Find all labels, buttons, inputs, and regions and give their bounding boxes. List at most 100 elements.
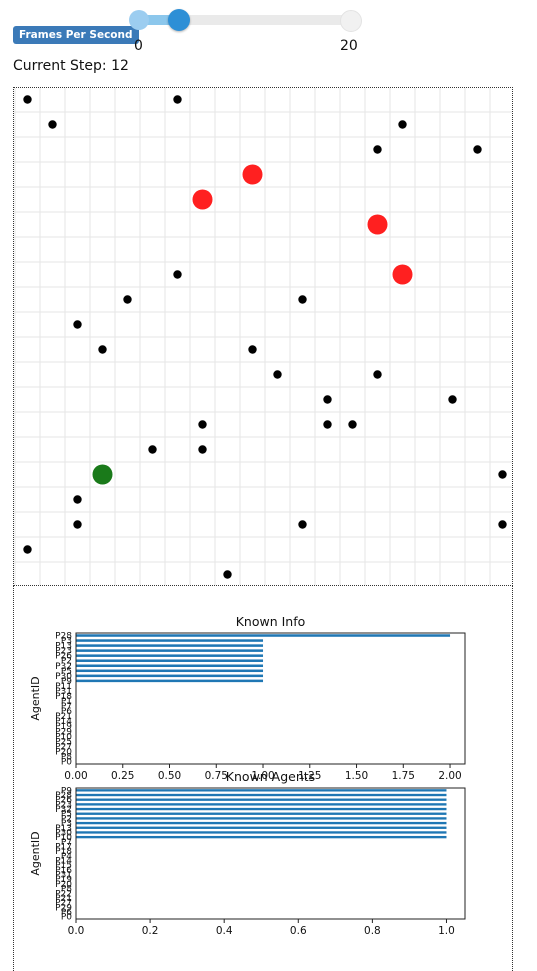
agent-dot [198,420,207,429]
agent-dot [373,145,382,154]
agent-dot [73,520,82,529]
known-agents-ytick-label: P16 [55,866,72,876]
known-info-bar [76,669,264,673]
known-info-xtick-label: 0.50 [158,770,181,782]
agent-dot [498,470,507,479]
known-info-ytick-label: P31 [55,687,72,697]
current-step: Current Step: 12 [13,58,129,74]
known-agents-xtick-label: 0.6 [290,925,307,937]
known-agents-ytick-label: P21 [55,894,72,904]
agent-dot [23,95,32,104]
infected-agent-dot [192,189,213,210]
known-info-ytick-label: P9 [61,677,72,687]
known-info-ytick-label: P3 [61,637,72,647]
known-info-axes-frame [75,632,466,765]
agent-dot [48,120,57,129]
known-agents-xtick-label: 0.4 [216,925,233,937]
known-agents-bar [76,821,447,825]
known-agents-bar [76,817,447,820]
known-agents-ytick-label: P13 [55,824,72,834]
known-info-ytick-label: P26 [55,652,72,662]
agent-dot [248,345,257,354]
known-agents-ytick-label: P3 [61,819,72,829]
known-info-ytick-label: P32 [55,662,72,672]
known-agents-ytick-label: P23 [55,800,72,810]
known-info-xtick-label: 0.75 [205,770,228,782]
known-info-bar [76,654,264,657]
slider-min-handle[interactable] [129,10,149,30]
known-info-ytick-label: P8 [61,752,72,762]
known-info-ytick-label: P14 [55,717,72,727]
known-agents-ytick-label: P31 [55,871,72,881]
known-info-xtick-label: 1.75 [392,770,415,782]
agent-dot [223,570,232,579]
known-info-xtick-label: 0.00 [64,770,87,782]
agent-dot [473,145,482,154]
known-agents-ytick-label: P15 [55,861,72,871]
known-info-ytick-label: P5 [61,667,72,677]
known-info-xtick-label: 2.00 [438,770,461,782]
known-agents-xtick-label: 0.8 [364,925,381,937]
known-info-ytick-label: P2 [61,657,72,667]
known-info-bar [76,639,264,642]
grid-svg [14,88,512,585]
known-agents-ytick-label: P28 [55,791,72,801]
known-info-ytick-label: P20 [55,747,72,757]
known-agents-bar [76,803,447,806]
known-info-ytick-label: P30 [55,672,72,682]
agent-dot [73,320,82,329]
known-info-ytick-label: P19 [55,722,72,732]
known-agents-ytick-label: P30 [55,828,72,838]
known-info-xtick-label: 0.25 [111,770,134,782]
known-agents-xtick-label: 0.0 [68,925,85,937]
agent-dot [398,120,407,129]
known-agents-ytick-label: P32 [55,805,72,815]
agent-dot [198,445,207,454]
slider-max-handle[interactable] [340,10,362,32]
known-agents-ytick-label: P20 [55,880,72,890]
agent-dot [273,370,282,379]
known-agents-bar [76,807,447,811]
known-agents-ytick-label: P6 [61,908,72,918]
known-agents-xtick-label: 1.0 [438,925,455,937]
agent-dot [173,95,182,104]
known-info-ytick-label: P6 [61,707,72,717]
agent-dot [23,545,32,554]
known-info-bar [76,679,264,683]
slider-min-label: 0 [134,38,143,54]
known-agents-ytick-label: P9 [61,786,72,796]
agent-dot [448,395,457,404]
agent-dot [123,295,132,304]
known-agents-ytick-label: P7 [61,838,72,848]
known-info-ytick-label: P10 [55,732,72,742]
known-info-bar [76,659,264,662]
known-agents-axes-frame [75,787,466,920]
slider-value-handle[interactable] [168,9,190,31]
known-info-ytick-label: P13 [55,642,72,652]
grid-canvas [13,87,513,586]
known-agents-bar [76,798,447,801]
known-info-bar [76,664,264,668]
known-agents-ytick-label: P17 [55,842,72,852]
agent-dot [348,420,357,429]
known-info-bar [76,644,264,647]
fps-slider[interactable] [129,9,362,32]
agent-dot [323,395,332,404]
agent-dot [323,420,332,429]
known-agents-bar [76,826,447,829]
agent-dot [173,270,182,279]
known-info-ytick-label: P1 [61,697,72,707]
infected-agent-dot [392,264,413,285]
charts-svg: P28P3P13P23P26P2P32P5P30P9P11P31P18P1P7P… [29,614,466,937]
known-agents-ytick-label: P26 [55,796,72,806]
known-info-bar [76,649,264,652]
known-info-ytick-label: P11 [55,682,72,692]
known-agents-ytick-label: P22 [55,889,72,899]
known-agents-ytick-label: P18 [55,847,72,857]
fps-label: Frames Per Second [13,26,139,44]
known-agents-ytick-label: P5 [61,810,72,820]
known-info-ytick-label: P28 [55,632,72,642]
agent-dot [298,520,307,529]
known-info-ytick-label: P23 [55,647,72,657]
known-agents-ytick-label: P8 [61,885,72,895]
